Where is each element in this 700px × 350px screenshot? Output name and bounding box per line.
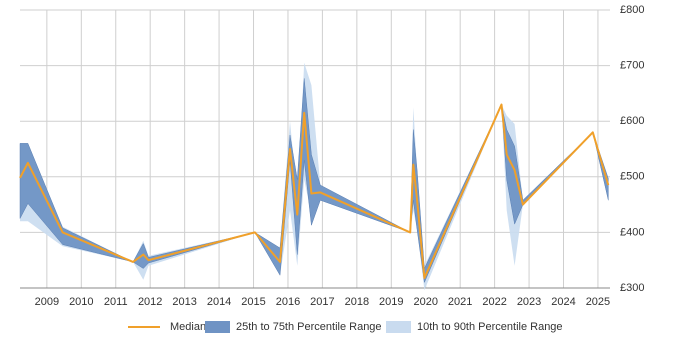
legend-label: 25th to 75th Percentile Range xyxy=(236,321,382,333)
x-tick-label: 2023 xyxy=(517,296,541,308)
x-tick-label: 2012 xyxy=(138,296,162,308)
x-tick-label: 2017 xyxy=(310,296,334,308)
x-tick-label: 2018 xyxy=(345,296,369,308)
median-line xyxy=(19,103,610,279)
x-tick-label: 2021 xyxy=(448,296,472,308)
x-tick-label: 2016 xyxy=(276,296,300,308)
x-tick-label: 2013 xyxy=(172,296,196,308)
y-tick-label: £600 xyxy=(620,115,644,127)
y-tick-label: £400 xyxy=(620,226,644,238)
x-tick-label: 2024 xyxy=(551,296,575,308)
x-tick-label: 2011 xyxy=(104,296,128,308)
legend-label: 10th to 90th Percentile Range xyxy=(417,321,563,333)
y-tick-label: £300 xyxy=(620,282,644,294)
x-tick-label: 2022 xyxy=(482,296,506,308)
legend-swatch xyxy=(386,321,411,333)
y-tick-label: £800 xyxy=(620,4,644,16)
legend-swatch xyxy=(205,321,230,333)
x-tick-label: 2020 xyxy=(413,296,437,308)
x-tick-label: 2009 xyxy=(35,296,59,308)
x-tick-label: 2019 xyxy=(379,296,403,308)
x-tick-label: 2010 xyxy=(69,296,93,308)
x-tick-label: 2025 xyxy=(586,296,610,308)
percentile-band xyxy=(19,78,609,284)
y-tick-label: £500 xyxy=(620,171,644,183)
x-tick-label: 2014 xyxy=(207,296,231,308)
x-tick-label: 2015 xyxy=(241,296,265,308)
y-tick-label: £700 xyxy=(620,60,644,72)
legend-label: Median xyxy=(170,321,206,333)
